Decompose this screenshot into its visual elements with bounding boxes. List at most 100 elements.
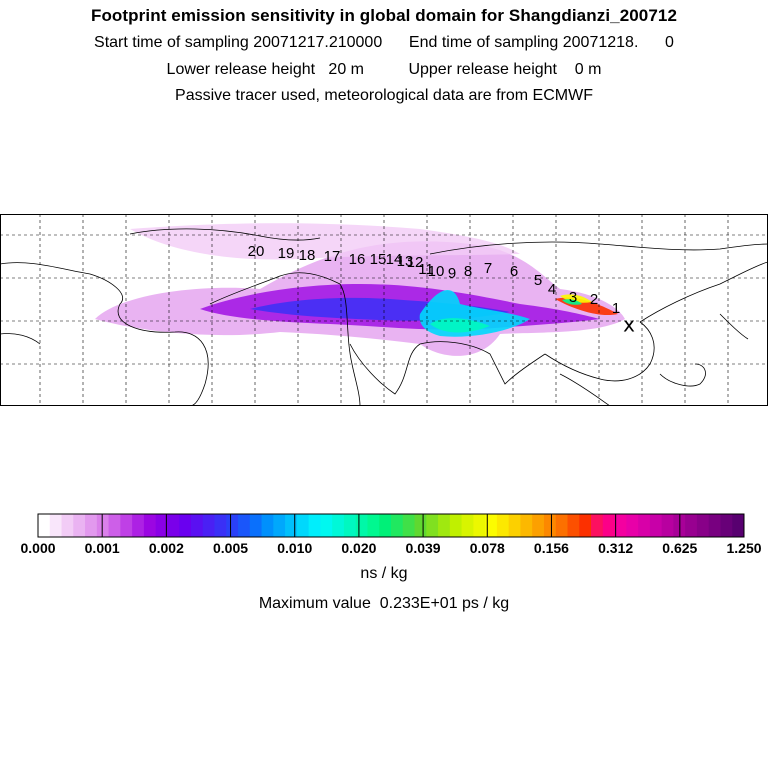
colorbar-cell: [449, 514, 463, 537]
colorbar-cell: [132, 514, 145, 537]
trajectory-label: 1: [612, 300, 620, 317]
colorbar-cell: [720, 514, 733, 537]
trajectory-label: 6: [510, 263, 518, 280]
trajectory-label: 14: [386, 251, 403, 268]
trajectory-label: 17: [324, 248, 341, 265]
colorbar-cell: [591, 514, 604, 537]
colorbar-cell: [614, 514, 627, 537]
colorbar-cell: [732, 514, 745, 537]
colorbar-tick-label: 0.078: [469, 540, 505, 556]
colorbar-cell: [602, 514, 616, 537]
colorbar-cell: [543, 514, 557, 537]
sampling-times: Start time of sampling 20071217.210000 E…: [94, 34, 674, 51]
plot-title: Footprint emission sensitivity in global…: [90, 6, 678, 25]
trajectory-label: 8: [464, 263, 472, 280]
colorbar-cell: [391, 514, 404, 537]
colorbar-cell: [85, 514, 98, 537]
colorbar-tick-label: 0.020: [341, 540, 377, 556]
colorbar-cell: [649, 514, 663, 537]
colorbar-units: ns / kg: [360, 565, 408, 582]
trajectory-label: 19: [278, 245, 295, 262]
trajectory-label: 12: [407, 254, 424, 271]
colorbar-cell: [96, 514, 110, 537]
colorbar-cell: [296, 514, 310, 537]
colorbar-cell: [661, 514, 674, 537]
colorbar-cell: [555, 514, 568, 537]
colorbar-cell: [179, 514, 192, 537]
colorbar-cell: [638, 514, 651, 537]
colorbar-cell: [238, 514, 251, 537]
colorbar-dividers: [101, 514, 681, 537]
colorbar-cell: [190, 514, 204, 537]
colorbar-cell: [461, 514, 474, 537]
colorbar: [37, 513, 745, 538]
colorbar-cell: [155, 514, 168, 537]
trajectory-label: 20: [248, 243, 265, 260]
colorbar-cell: [473, 514, 486, 537]
colorbar-tick-label: 0.002: [148, 540, 184, 556]
colorbar-tick-label: 0.010: [277, 540, 313, 556]
trajectory-label: 7: [484, 260, 492, 277]
trajectory-label: 10: [428, 263, 445, 280]
receptor-marker: x: [623, 313, 635, 337]
colorbar-cell: [414, 514, 427, 537]
colorbar-tick-label: 0.001: [84, 540, 120, 556]
colorbar-tick-label: 0.039: [405, 540, 441, 556]
colorbar-cell: [308, 514, 321, 537]
colorbar-cell: [285, 514, 298, 537]
colorbar-cell: [532, 514, 545, 537]
colorbar-tick-label: 0.005: [213, 540, 249, 556]
trajectory-label: 16: [349, 251, 366, 268]
colorbar-cell: [108, 514, 121, 537]
trajectory-label: 15: [370, 251, 387, 268]
colorbar-cell: [626, 514, 639, 537]
colorbar-cell: [49, 514, 63, 537]
colorbar-cell: [167, 514, 180, 537]
trajectory-label: 5: [534, 272, 542, 289]
colorbar-cell: [249, 514, 263, 537]
colorbar-cell: [332, 514, 345, 537]
colorbar-cell: [273, 514, 286, 537]
colorbar-cell: [402, 514, 416, 537]
colorbar-cell: [343, 514, 357, 537]
colorbar-cell: [367, 514, 380, 537]
trajectory-label: 13: [397, 253, 414, 270]
svg-text:x: x: [623, 313, 635, 337]
colorbar-cell: [226, 514, 239, 537]
release-heights: Lower release height 20 m Upper release …: [166, 61, 602, 78]
colorbar-cell: [61, 514, 74, 537]
colorbar-cell: [508, 514, 521, 537]
graticule: [0, 214, 768, 406]
colorbar-cells: [38, 514, 745, 537]
colorbar-cell: [426, 514, 439, 537]
colorbar-cell: [579, 514, 592, 537]
coastlines: [0, 228, 768, 406]
colorbar-cell: [202, 514, 215, 537]
colorbar-cell: [379, 514, 392, 537]
trajectory-label: 4: [548, 281, 556, 298]
colorbar-cell: [496, 514, 510, 537]
trajectory-label: 11: [418, 261, 434, 278]
colorbar-cell: [38, 514, 51, 537]
trajectory-label: 9: [448, 265, 456, 282]
colorbar-cell: [320, 514, 333, 537]
colorbar-cell: [355, 514, 368, 537]
colorbar-cell: [438, 514, 451, 537]
colorbar-cell: [520, 514, 533, 537]
colorbar-cell: [567, 514, 580, 537]
footprint-field: [95, 223, 625, 356]
trajectory-label: 18: [299, 247, 316, 264]
colorbar-tick-label: 1.250: [726, 540, 762, 556]
colorbar-cell: [685, 514, 698, 537]
colorbar-cell: [696, 514, 710, 537]
colorbar-cell: [120, 514, 133, 537]
colorbar-tick-label: 0.312: [598, 540, 634, 556]
colorbar-tick-label: 0.156: [533, 540, 569, 556]
tracer-info: Passive tracer used, meteorological data…: [175, 87, 593, 104]
maximum-value: Maximum value 0.233E+01 ps / kg: [258, 595, 510, 612]
colorbar-cell: [214, 514, 227, 537]
trajectory-label: 2: [590, 291, 598, 308]
colorbar-cell: [708, 514, 721, 537]
